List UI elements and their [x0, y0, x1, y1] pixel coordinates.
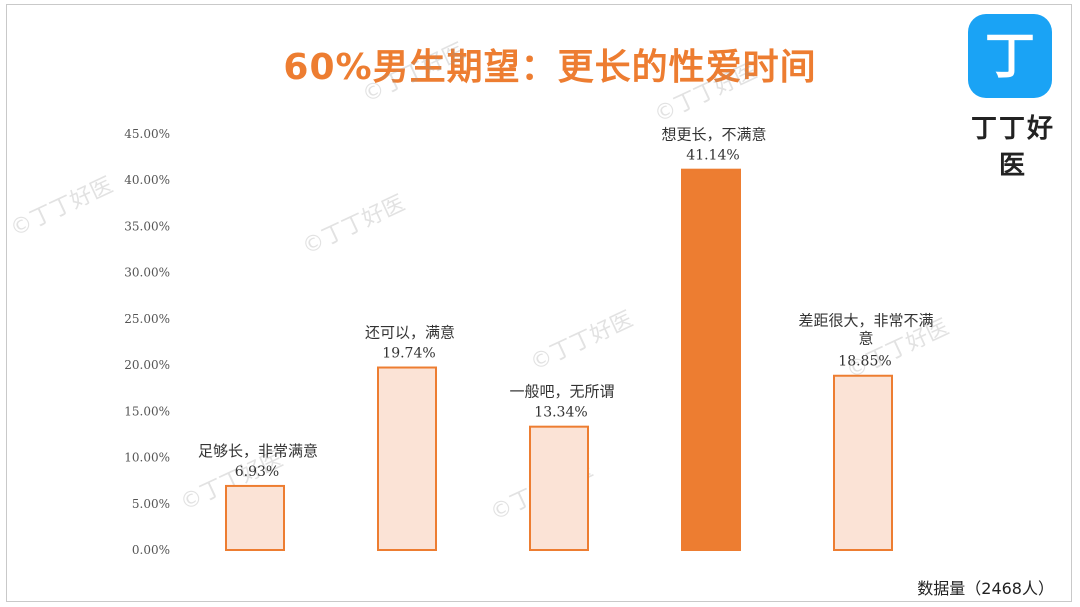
y-tick-label: 40.00%: [124, 173, 170, 187]
y-tick-label: 25.00%: [124, 312, 170, 326]
bar-4: [681, 168, 741, 551]
bar-1: [225, 484, 285, 552]
value-label: 6.93%: [235, 464, 279, 480]
value-label: 41.14%: [686, 148, 739, 164]
category-label: 意: [858, 330, 873, 348]
bar-5: [833, 374, 893, 551]
logo-name: 丁丁好医: [970, 114, 1055, 181]
chart-frame: [6, 4, 1072, 602]
y-tick-label: 35.00%: [124, 219, 170, 233]
y-tick-label: 20.00%: [124, 358, 170, 372]
logo-glyph: 丁: [985, 27, 1035, 85]
value-label: 13.34%: [534, 405, 587, 421]
y-tick-label: 5.00%: [132, 497, 170, 511]
category-label: 想更长，不满意: [661, 126, 766, 144]
y-tick-label: 0.00%: [132, 543, 170, 557]
value-label: 18.85%: [838, 354, 891, 370]
footer-note: 数据量（2468人）: [917, 579, 1054, 598]
bar-2: [377, 366, 437, 552]
category-label: 还可以，满意: [365, 324, 455, 342]
chart-title: 60%男生期望：更长的性爱时间: [283, 47, 817, 88]
y-tick-label: 10.00%: [124, 451, 170, 465]
category-label: 足够长，非常满意: [198, 442, 318, 460]
y-tick-label: 15.00%: [124, 404, 170, 418]
y-tick-label: 30.00%: [124, 266, 170, 280]
category-label: 一般吧，无所谓: [509, 383, 614, 401]
y-tick-label: 45.00%: [124, 127, 170, 141]
dingding-logo-icon: 丁: [968, 14, 1052, 98]
category-label: 差距很大，非常不满: [798, 312, 933, 330]
value-label: 19.74%: [382, 346, 435, 362]
bar-3: [529, 425, 589, 551]
